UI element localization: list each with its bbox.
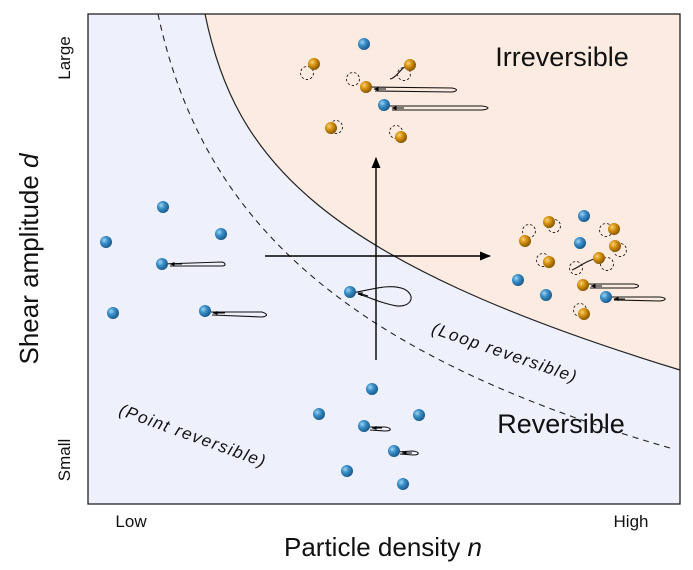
orange-particle	[404, 59, 416, 71]
blue-particle	[578, 210, 590, 222]
blue-particle	[100, 236, 112, 248]
blue-particle	[366, 383, 378, 395]
blue-particle	[358, 420, 370, 432]
orange-particle	[578, 308, 590, 320]
orange-particle	[608, 223, 620, 235]
orange-particle	[519, 235, 531, 247]
orange-particle	[360, 81, 372, 93]
irreversible-region	[205, 14, 680, 370]
x-low-label: Low	[115, 512, 147, 531]
blue-particle	[388, 445, 400, 457]
orange-particle	[325, 122, 337, 134]
y-axis-title-text: Shear amplitude	[14, 175, 44, 364]
blue-particle	[107, 307, 119, 319]
y-small-label: Small	[55, 439, 74, 482]
blue-particle	[397, 478, 409, 490]
orange-particle	[543, 256, 555, 268]
blue-particle	[344, 286, 356, 298]
blue-particle	[378, 99, 390, 111]
blue-particle	[600, 291, 612, 303]
orange-particle	[609, 240, 621, 252]
blue-particle	[574, 237, 586, 249]
plot-frame	[87, 13, 681, 505]
x-axis-symbol: n	[468, 532, 482, 562]
blue-particle	[358, 38, 370, 50]
blue-particle	[540, 289, 552, 301]
point-loop-boundary	[157, 13, 671, 449]
x-high-label: High	[614, 512, 649, 531]
blue-particle	[413, 409, 425, 421]
reversible-label: Reversible	[497, 409, 625, 439]
orange-particle	[577, 279, 589, 291]
blue-particle	[512, 274, 524, 286]
blue-particle	[215, 228, 227, 240]
orange-particle	[308, 58, 320, 70]
y-large-label: Large	[55, 36, 74, 79]
orange-particle	[593, 252, 605, 264]
blue-particle	[156, 258, 168, 270]
particles	[100, 38, 621, 490]
blue-particle	[341, 465, 353, 477]
y-axis-title: Shear amplitude d	[14, 152, 44, 365]
irreversible-label: Irreversible	[495, 42, 629, 72]
orange-particle	[395, 131, 407, 143]
blue-particle	[199, 305, 211, 317]
trajectories	[161, 64, 666, 456]
blue-particle	[313, 408, 325, 420]
blue-particle	[157, 201, 169, 213]
y-axis-symbol: d	[14, 152, 44, 168]
trajectory-arrowheads	[169, 87, 625, 455]
x-axis-title: Particle density n	[284, 532, 482, 562]
phase-boundary	[204, 13, 681, 371]
orange-particle	[543, 216, 555, 228]
x-axis-title-text: Particle density	[284, 532, 460, 562]
